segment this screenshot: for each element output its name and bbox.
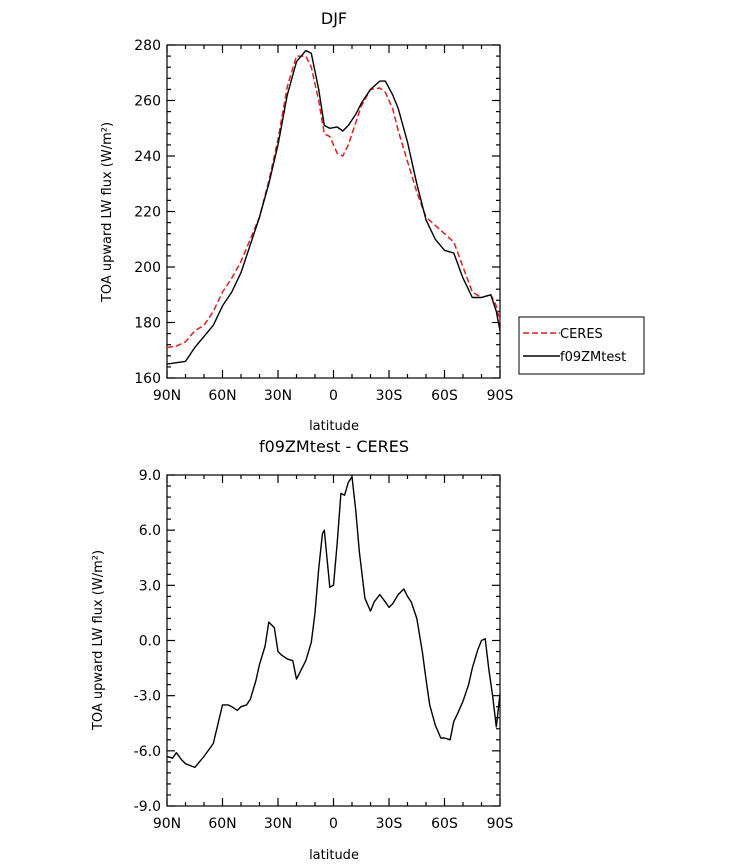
y-axis-label: TOA upward LW flux (W/m²) (100, 122, 115, 303)
x-tick-label: 90N (153, 388, 181, 404)
x-tick-label: 90S (487, 388, 514, 404)
series-line-f09zmtest (166, 49, 501, 365)
tick-marks (166, 44, 501, 379)
legend-label-f09zmtest: f09ZMtest (560, 350, 626, 365)
x-tick-label: 30S (376, 388, 403, 404)
plot-border (166, 474, 501, 807)
y-tick-label: 9.0 (139, 468, 161, 484)
panel-difference: f09ZMtest - CERES -9.0 -6.0 -3.0 0.0 3.0 6.0 9… (91, 437, 513, 863)
x-tick-label: 60S (431, 816, 458, 832)
x-tick-label: 30N (264, 388, 292, 404)
chart-title: f09ZMtest - CERES (259, 437, 409, 456)
legend-box (518, 316, 645, 375)
x-tick-label: 60N (208, 816, 236, 832)
series-line-ceres (166, 55, 501, 349)
x-tick-labels: 90N 60N 30N 0 30S 60S 90S (153, 816, 514, 832)
y-tick-label: 180 (134, 316, 161, 332)
series-lines (166, 49, 501, 365)
y-tick-label: -3.0 (134, 689, 161, 705)
plot-border (166, 44, 501, 379)
y-tick-label: 280 (134, 38, 161, 54)
x-axis-label: latitude (309, 848, 359, 863)
x-tick-label: 60S (431, 388, 458, 404)
x-tick-label: 0 (329, 816, 338, 832)
plot-frame (166, 474, 501, 807)
x-tick-label: 0 (329, 388, 338, 404)
y-axis-label: TOA upward LW flux (W/m²) (91, 550, 106, 731)
x-tick-label: 90S (487, 816, 514, 832)
legend: CERES f09ZMtest (518, 316, 645, 375)
tick-marks (166, 474, 501, 807)
y-tick-labels: 160 180 200 220 240 260 280 (134, 38, 161, 387)
y-tick-labels: -9.0 -6.0 -3.0 0.0 3.0 6.0 9.0 (134, 468, 161, 815)
series-lines (166, 476, 501, 769)
x-axis-label: latitude (309, 419, 359, 434)
y-tick-label: 6.0 (139, 523, 161, 539)
y-tick-label: -9.0 (134, 799, 161, 815)
y-tick-label: 0.0 (139, 634, 161, 650)
x-tick-label: 60N (208, 388, 236, 404)
y-tick-label: -6.0 (134, 744, 161, 760)
x-tick-label: 30N (264, 816, 292, 832)
panel-djf: DJF 160 180 200 220 240 260 280 90N 60N 30N 0 30S 6… (100, 9, 645, 434)
plot-frame (166, 44, 501, 379)
y-tick-label: 220 (134, 205, 161, 221)
x-tick-label: 90N (153, 816, 181, 832)
series-line-difference (166, 476, 501, 769)
legend-label-ceres: CERES (560, 327, 603, 342)
x-tick-label: 30S (376, 816, 403, 832)
x-tick-labels: 90N 60N 30N 0 30S 60S 90S (153, 388, 514, 404)
y-tick-label: 260 (134, 94, 161, 110)
chart-title: DJF (321, 9, 347, 28)
y-tick-label: 240 (134, 149, 161, 165)
y-tick-label: 200 (134, 260, 161, 276)
y-tick-label: 160 (134, 371, 161, 387)
y-tick-label: 3.0 (139, 578, 161, 594)
